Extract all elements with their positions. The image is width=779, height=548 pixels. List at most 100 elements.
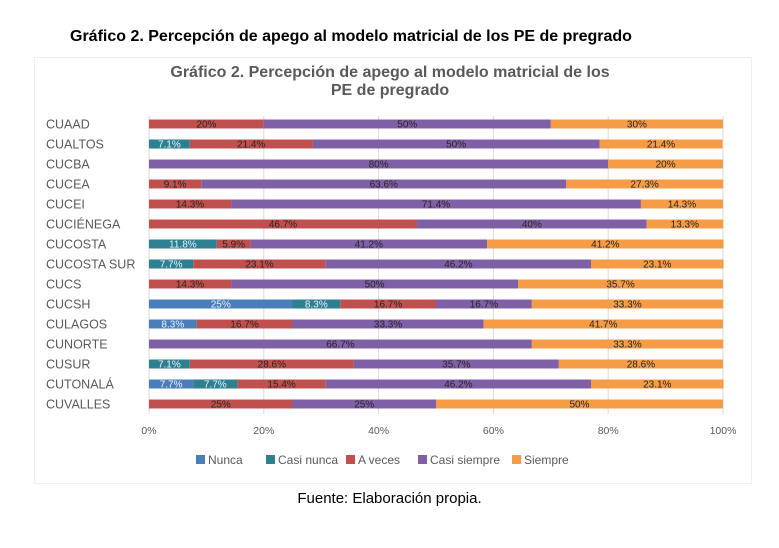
legend-swatch: [512, 455, 521, 464]
category-label: CUCS: [46, 278, 81, 292]
bar-segment: [325, 379, 591, 389]
data-label: 7.7%: [160, 260, 183, 271]
category-label: CUCBA: [46, 158, 90, 172]
category-label: CUCIÉNEGA: [46, 217, 121, 232]
bar-segment: [292, 399, 436, 409]
data-label: 7.1%: [158, 360, 181, 371]
bar-segment: [149, 319, 197, 329]
category-label: CUCSH: [46, 298, 90, 312]
legend-swatch: [196, 455, 205, 464]
data-label: 46.2%: [444, 380, 472, 391]
data-label: 33.3%: [374, 320, 402, 331]
data-label: 28.6%: [258, 360, 286, 371]
data-label: 20%: [196, 120, 216, 131]
data-label: 9.1%: [164, 180, 187, 191]
chart-frame: Gráfico 2. Percepción de apego al modelo…: [35, 58, 751, 483]
bar-segment: [292, 299, 341, 309]
data-label: 8.3%: [161, 320, 184, 331]
legend-swatch: [266, 455, 275, 464]
bar-segment: [646, 219, 723, 229]
category-label: CUNORTE: [46, 338, 108, 352]
bar-segment: [292, 319, 484, 329]
data-label: 50%: [365, 280, 385, 291]
data-label: 16.7%: [374, 300, 402, 311]
bar-segment: [436, 399, 723, 409]
bar-segment: [608, 159, 723, 169]
legend-swatch: [418, 455, 427, 464]
legend-label: A veces: [358, 453, 400, 467]
data-label: 30%: [627, 120, 647, 131]
bar-segment: [193, 379, 238, 389]
data-label: 16.7%: [230, 320, 258, 331]
bar-segment: [312, 139, 600, 149]
bar-segment: [149, 379, 194, 389]
data-label: 46.2%: [444, 260, 472, 271]
bar-segment: [250, 239, 488, 249]
x-tick-label: 40%: [368, 425, 389, 437]
category-label: CUSUR: [46, 358, 90, 372]
data-label: 50%: [446, 140, 466, 151]
category-label: CUTONALÁ: [46, 377, 115, 392]
bar-segment: [550, 119, 723, 129]
bar-segment: [149, 179, 202, 189]
data-label: 71.4%: [422, 200, 450, 211]
data-label: 27.3%: [630, 180, 658, 191]
data-label: 66.7%: [326, 340, 354, 351]
data-label: 14.3%: [176, 200, 204, 211]
data-label: 7.7%: [160, 380, 183, 391]
x-axis-ticks: 0% 20% 40% 60% 80% 100%: [141, 425, 736, 437]
data-label: 23.1%: [643, 380, 671, 391]
data-label: 7.7%: [204, 380, 227, 391]
bar-segment: [149, 199, 232, 209]
bar-segment: [531, 339, 723, 349]
data-label: 14.3%: [668, 200, 696, 211]
data-label: 41.7%: [589, 320, 617, 331]
legend-label: Casi nunca: [278, 453, 338, 467]
chart-title-line-1: Gráfico 2. Percepción de apego al modelo…: [170, 64, 609, 81]
stacked-bar-chart: Gráfico 2. Percepción de apego al modelo…: [46, 64, 736, 467]
document-title: Gráfico 2. Percepción de apego al modelo…: [70, 28, 632, 45]
bar-segment: [590, 379, 724, 389]
data-label: 35.7%: [606, 280, 634, 291]
bar-segment: [201, 179, 567, 189]
data-label: 14.3%: [176, 280, 204, 291]
category-label: CULAGOS: [46, 318, 107, 332]
bar-segment: [263, 119, 551, 129]
bar-segment: [149, 259, 194, 269]
bar-segment: [353, 359, 559, 369]
data-label: 13.3%: [671, 220, 699, 231]
category-label: CUCOSTA: [46, 238, 107, 252]
bar-segment: [436, 299, 532, 309]
bar-segment: [149, 219, 418, 229]
bar-segment: [640, 199, 723, 209]
bar-segment: [196, 319, 293, 329]
bar-segment: [149, 339, 532, 349]
category-label: CUALTOS: [46, 138, 104, 152]
legend-swatch: [346, 455, 355, 464]
bar-segment: [149, 299, 293, 309]
bar-segment: [417, 219, 647, 229]
bar-segment: [558, 359, 723, 369]
category-label: CUAAD: [46, 118, 90, 132]
bar-segment: [599, 139, 723, 149]
data-label: 7.1%: [158, 140, 181, 151]
bar-segment: [566, 179, 723, 189]
data-label: 40%: [522, 220, 542, 231]
data-label: 41.2%: [591, 240, 619, 251]
data-label: 5.9%: [222, 240, 245, 251]
chart-title-line-2: PE de pregrado: [331, 82, 449, 99]
category-label: CUVALLES: [46, 398, 110, 412]
bar-segment: [149, 359, 190, 369]
bar-segment: [231, 199, 641, 209]
data-label: 33.3%: [613, 340, 641, 351]
data-label: 15.4%: [267, 380, 295, 391]
bar-segment: [149, 239, 217, 249]
data-label: 41.2%: [355, 240, 383, 251]
x-tick-label: 60%: [483, 425, 504, 437]
data-label: 11.8%: [169, 240, 197, 251]
data-label: 25%: [211, 400, 231, 411]
category-labels: CUAAD CUALTOS CUCBA CUCEA CUCEI CUCIÉNEGA CUCO…: [46, 118, 135, 412]
bar-segment: [487, 239, 724, 249]
bar-segment: [193, 259, 326, 269]
bar-segment: [231, 279, 519, 289]
